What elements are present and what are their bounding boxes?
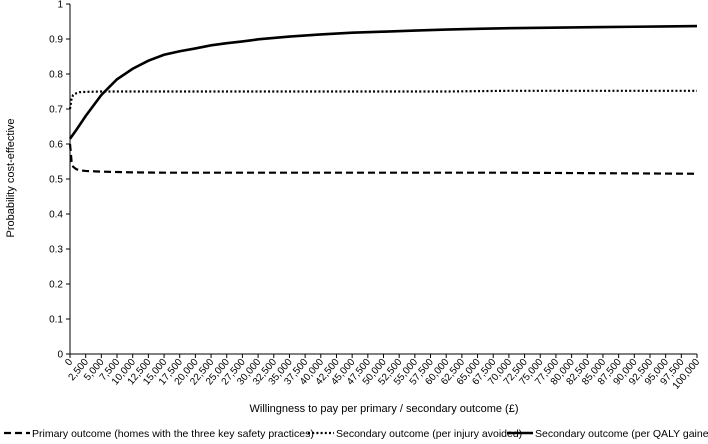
series-line-2 (68, 89, 697, 110)
y-axis-title: Probability cost-effective (5, 118, 17, 237)
x-axis-ticks: 02,5005,0007,50010,00012,50015,00017,500… (63, 354, 703, 392)
y-tick-label: 0.5 (49, 175, 63, 186)
y-tick-label: 0.2 (49, 280, 63, 291)
y-tick-label: 0.9 (49, 35, 63, 46)
series-line-1 (68, 143, 698, 175)
y-tick-label: 0.6 (49, 140, 63, 151)
y-tick-label: 0.4 (49, 210, 63, 221)
legend: Primary outcome (homes with the three ke… (4, 428, 708, 440)
series-line-3 (68, 24, 698, 140)
y-tick-label: 1 (57, 0, 63, 11)
y-axis-ticks: 0 0.1 0.2 0.3 0.4 0.5 0.6 0.7 0.8 0.9 1 (49, 0, 70, 361)
x-tick-label: 0 (63, 357, 75, 369)
legend-label-3: Secondary outcome (per QALY gained) (535, 428, 708, 440)
legend-label-2: Secondary outcome (per injury avoided) (336, 428, 522, 440)
x-axis-title: Willingness to pay per primary / seconda… (250, 403, 519, 415)
y-tick-label: 0.1 (49, 315, 63, 326)
y-tick-label: 0 (57, 350, 63, 361)
legend-label-1: Primary outcome (homes with the three ke… (32, 428, 314, 440)
y-tick-label: 0.3 (49, 245, 63, 256)
y-tick-label: 0.7 (49, 105, 63, 116)
series-layer (68, 24, 698, 175)
y-tick-label: 0.8 (49, 70, 63, 81)
